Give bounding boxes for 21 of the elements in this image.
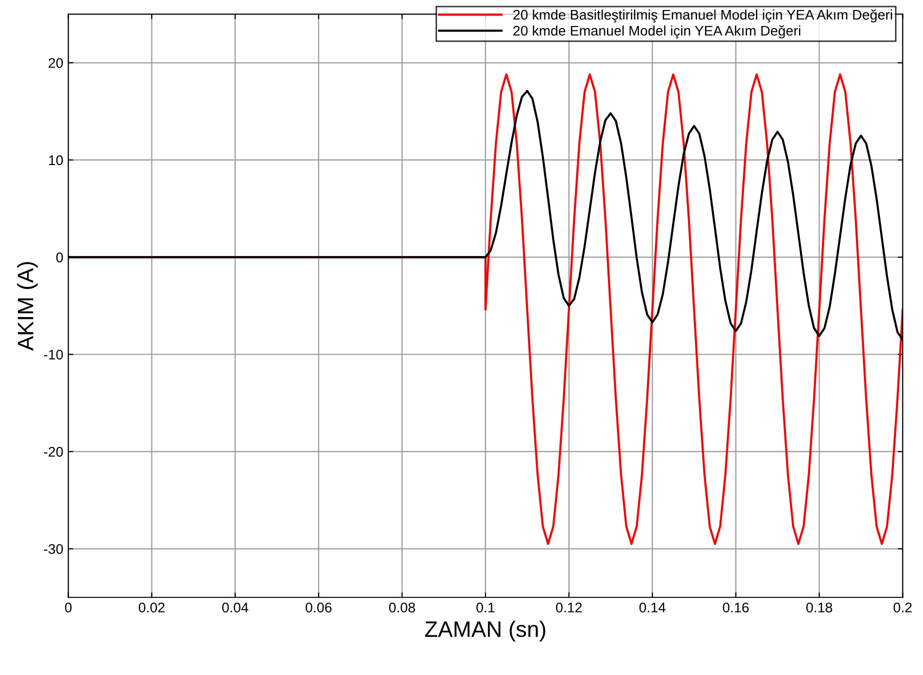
x-tick-label: 0.14 [639,602,666,612]
x-tick-label: 0.16 [722,602,749,612]
legend-label: 20 kmde Emanuel Model için YEA Akım Değeri [513,25,800,38]
x-tick-label: 0.02 [138,602,165,612]
y-tick-label: -30 [44,544,63,554]
x-tick-label: 0.06 [306,602,332,612]
x-tick-label: 0.2 [894,602,912,612]
y-tick-label: 0 [56,252,63,262]
y-tick-label: -20 [44,446,63,457]
x-tick-label: 0.08 [389,602,415,612]
x-tick-label: 0.04 [222,602,248,612]
y-axis-title: AKIM (A) [17,262,38,351]
y-tick-label: 10 [49,155,63,166]
legend-label: 20 kmde Basitleştirilmiş Emanuel Model için YEA Akım Değeri [513,9,892,22]
x-axis-title: ZAMAN (sn) [425,620,546,642]
y-tick-label: -10 [44,350,63,360]
y-tick-label: 20 [48,58,63,68]
x-tick-label: 0 [64,602,72,612]
x-tick-label: 0.12 [556,602,582,612]
x-tick-label: 0.1 [476,602,494,612]
x-tick-label: 0.18 [806,602,832,612]
